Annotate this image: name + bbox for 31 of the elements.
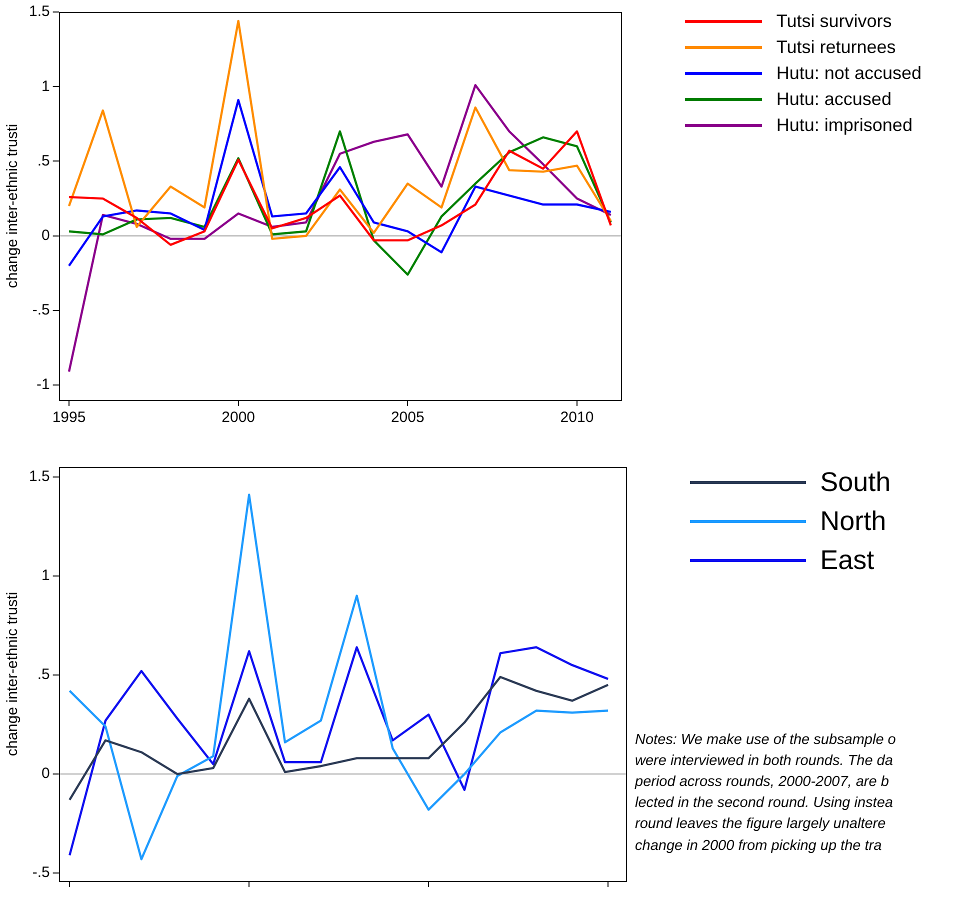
x-tick-label: 1995	[52, 409, 86, 426]
text: change in 2000 from picking up the tra	[635, 836, 883, 856]
legend-label: North	[820, 505, 886, 538]
text: period across rounds, 2000-2007, are b	[635, 773, 890, 792]
x-tick-label: 2010	[560, 409, 594, 426]
legend-label: Tutsi survivors	[776, 10, 892, 33]
legend-label: Hutu: accused	[776, 88, 892, 112]
x-tick-label: 2005	[390, 409, 424, 426]
text: lected in the second round. Using instea	[635, 794, 894, 814]
y-tick-label: .5	[37, 666, 50, 684]
legend-label: Tutsi returnees	[776, 36, 896, 60]
y-tick-label: -1	[36, 376, 50, 394]
y-tick-label: -.5	[32, 864, 50, 882]
y-axis-title: change inter-ethnic trusti	[4, 592, 22, 756]
y-axis-title: change inter-ethnic trusti	[4, 124, 22, 288]
y-tick-label: 1	[42, 567, 50, 584]
x-tick-label: 2000	[222, 409, 256, 426]
legend-label: Hutu: imprisoned	[776, 114, 912, 138]
y-tick-label: 1.5	[28, 3, 50, 20]
text: Notes: We make use of the subsample o	[635, 731, 897, 750]
y-tick-label: -.5	[32, 302, 50, 319]
y-tick-label: 0	[42, 226, 50, 244]
y-tick-label: 1	[42, 78, 50, 95]
text: were interviewed in both rounds. The da	[635, 752, 894, 772]
text: round leaves the figure largely unaltere	[635, 815, 887, 834]
y-tick-label: .5	[37, 152, 50, 170]
legend-label: Hutu: not accused	[776, 62, 922, 86]
y-tick-label: 0	[42, 765, 50, 782]
y-tick-label: 1.5	[28, 468, 50, 486]
legend-label: East	[820, 544, 874, 578]
legend-label: South	[820, 466, 891, 499]
